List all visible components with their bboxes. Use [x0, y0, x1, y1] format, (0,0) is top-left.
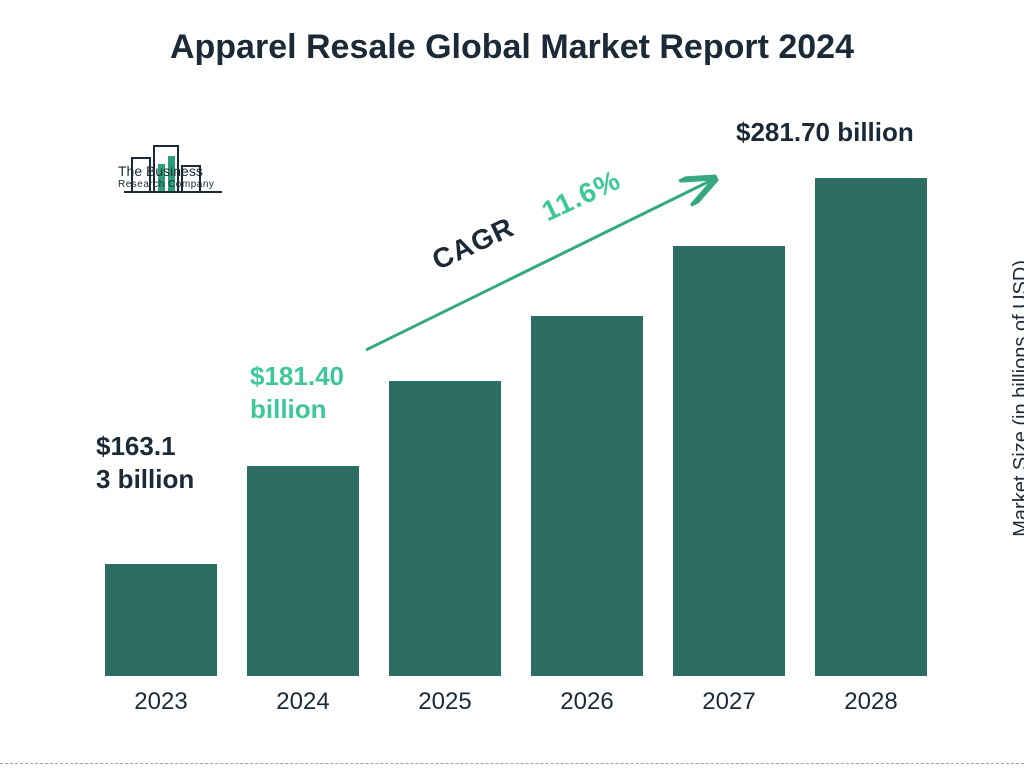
- brand-text: The Business Research Company: [118, 164, 214, 190]
- value-label-2023-l1: $163.1: [96, 430, 194, 463]
- xlabel-2027: 2027: [673, 688, 785, 716]
- value-label-2024-l2: billion: [250, 393, 344, 426]
- cagr-label: CAGR: [427, 211, 519, 277]
- bar-2025: [389, 381, 501, 676]
- xlabel-2024: 2024: [247, 688, 359, 716]
- value-label-2024: $181.40 billion: [250, 360, 344, 425]
- value-label-2023-l2: 3 billion: [96, 463, 194, 496]
- bar-2026: [531, 316, 643, 676]
- brand-line1: The Business: [118, 164, 214, 179]
- bar-2028: [815, 178, 927, 676]
- bottom-divider: [0, 763, 1024, 764]
- xlabel-2023: 2023: [105, 688, 217, 716]
- value-label-2028-l1: $281.70 billion: [736, 116, 914, 149]
- cagr-percent: 11.6%: [537, 164, 626, 228]
- bar-2023: [105, 564, 217, 676]
- value-label-2028: $281.70 billion: [736, 116, 914, 149]
- chart-title: Apparel Resale Global Market Report 2024: [0, 28, 1024, 67]
- xlabel-2028: 2028: [815, 688, 927, 716]
- chart-canvas: Apparel Resale Global Market Report 2024…: [0, 0, 1024, 768]
- brand-line2: Research Company: [118, 179, 214, 190]
- y-axis-label: Market Size (in billions of USD): [1010, 260, 1024, 537]
- value-label-2023: $163.1 3 billion: [96, 430, 194, 495]
- brand-logo: The Business Research Company: [124, 140, 294, 203]
- xlabel-2026: 2026: [531, 688, 643, 716]
- bar-2024: [247, 466, 359, 676]
- bar-2027: [673, 246, 785, 676]
- value-label-2024-l1: $181.40: [250, 360, 344, 393]
- xlabel-2025: 2025: [389, 688, 501, 716]
